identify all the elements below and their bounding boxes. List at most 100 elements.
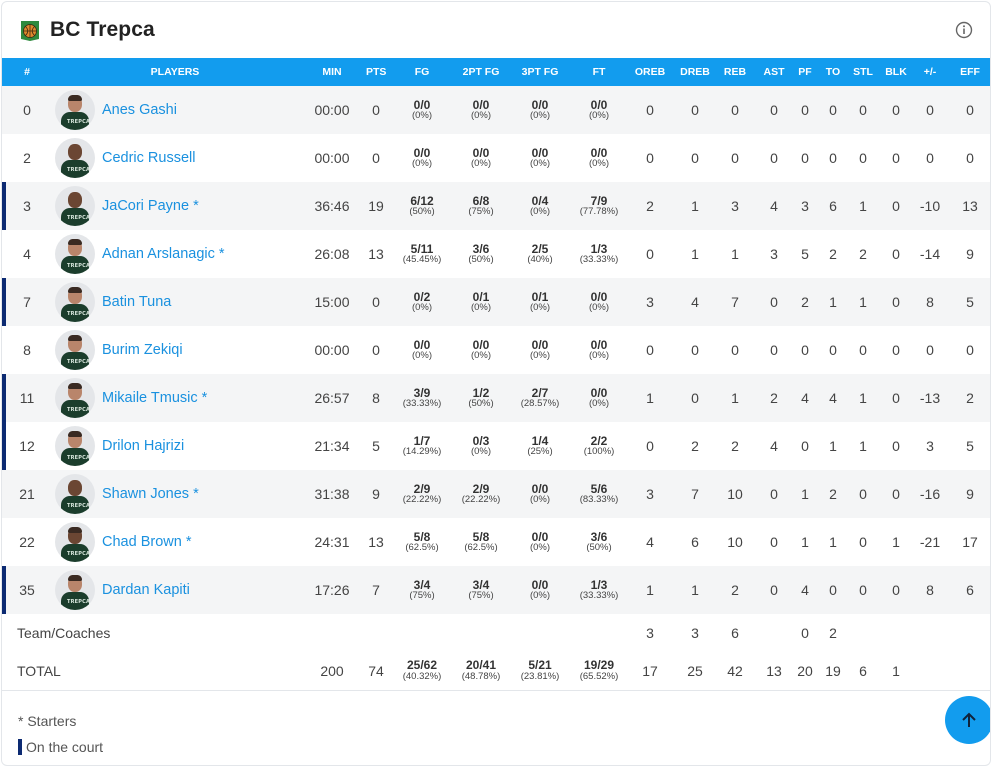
- player-cell: TREPCA Chad Brown *: [52, 518, 298, 566]
- blk: 0: [892, 342, 900, 358]
- oreb: 4: [646, 534, 654, 550]
- ft-pct: (65.52%): [579, 671, 619, 683]
- fg3-made: 0/0: [531, 97, 549, 112]
- fg3: 0/0 (0%): [504, 518, 576, 566]
- player-row: 11 TREPCA Mikaile Tmusic * 26:57 8 3/9 (33.33%…: [2, 374, 990, 422]
- dreb: 7: [691, 486, 699, 502]
- player-cell: TREPCA Anes Gashi: [52, 86, 298, 134]
- stl: 0: [859, 342, 867, 358]
- stl: 6: [859, 662, 867, 679]
- ft: 5/6 (83.33%): [576, 470, 622, 518]
- points: 0: [372, 342, 380, 358]
- ast: 0: [770, 294, 778, 310]
- reb: 2: [731, 438, 739, 454]
- fg-pct: (50%): [409, 206, 435, 218]
- player-name-link[interactable]: Adnan Arslanagic *: [102, 246, 225, 262]
- column-header-num: #: [24, 66, 30, 78]
- reb: 10: [727, 534, 743, 550]
- eff: 9: [966, 246, 974, 262]
- player-avatar: TREPCA: [55, 282, 95, 322]
- to: 1: [829, 534, 837, 550]
- player-name-link[interactable]: Batin Tuna: [102, 294, 172, 310]
- team-header: BC Trepca: [2, 2, 990, 58]
- fg2-pct: (75%): [468, 590, 494, 602]
- player-name-link[interactable]: Cedric Russell: [102, 150, 196, 166]
- ast: 4: [770, 438, 778, 454]
- fg-made: 1/7: [413, 433, 431, 448]
- minutes: 17:26: [314, 582, 350, 598]
- player-name-link[interactable]: Burim Zekiqi: [102, 342, 183, 358]
- player-name-link[interactable]: Shawn Jones *: [102, 486, 199, 502]
- info-icon[interactable]: [955, 21, 973, 39]
- minutes: 31:38: [314, 486, 350, 502]
- player-avatar: TREPCA: [55, 570, 95, 610]
- oreb: 0: [646, 150, 654, 166]
- player-avatar: TREPCA: [55, 474, 95, 514]
- eff: 0: [966, 342, 974, 358]
- fg2-made: 1/2: [472, 385, 490, 400]
- ft-pct: (33.33%): [579, 590, 619, 602]
- fg2: 3/4 (75%): [458, 566, 504, 614]
- player-name-link[interactable]: JaCori Payne *: [102, 198, 199, 214]
- player-name-link[interactable]: Chad Brown *: [102, 534, 192, 550]
- reb: 0: [731, 102, 739, 118]
- fg3-pct: (40%): [527, 254, 553, 266]
- ft: 0/0 (0%): [576, 278, 622, 326]
- points: 9: [372, 486, 380, 502]
- fg3-pct: (0%): [529, 350, 551, 362]
- fg2-made: 0/0: [472, 337, 490, 352]
- stl: [846, 614, 880, 652]
- to: 1: [829, 294, 837, 310]
- column-header-pf: PF: [798, 66, 812, 78]
- player-cell: TREPCA Drilon Hajrizi: [52, 422, 298, 470]
- ft: 0/0 (0%): [576, 86, 622, 134]
- scroll-to-top-button[interactable]: [945, 696, 990, 744]
- legend-starters: * Starters: [18, 713, 77, 729]
- ft-pct: (77.78%): [579, 206, 619, 218]
- dreb: 1: [691, 198, 699, 214]
- player-number: 8: [23, 342, 31, 358]
- to: 1: [829, 438, 837, 454]
- blk: 0: [892, 486, 900, 502]
- blk: [880, 614, 912, 652]
- ft-pct: (33.33%): [579, 254, 619, 266]
- player-row: 3 TREPCA JaCori Payne * 36:46 19 6/12 (50%) 6/8…: [2, 182, 990, 230]
- dreb: 6: [691, 534, 699, 550]
- fg2: 0/3 (0%): [458, 422, 504, 470]
- to: 2: [829, 246, 837, 262]
- player-avatar: TREPCA: [55, 378, 95, 418]
- fg: 1/7 (14.29%): [386, 422, 458, 470]
- stl: 0: [859, 486, 867, 502]
- fg-made: 0/2: [413, 289, 431, 304]
- player-name-link[interactable]: Drilon Hajrizi: [102, 438, 185, 454]
- ft-pct: (0%): [588, 110, 610, 122]
- player-name-link[interactable]: Anes Gashi: [102, 102, 177, 118]
- to: 4: [829, 390, 837, 406]
- ast: [758, 614, 790, 652]
- points: 0: [372, 150, 380, 166]
- fg: 6/12 (50%): [386, 182, 458, 230]
- player-number: 21: [19, 486, 35, 502]
- player-cell: TREPCA JaCori Payne *: [52, 182, 298, 230]
- player-name-link[interactable]: Dardan Kapiti: [102, 582, 190, 598]
- pf: 2: [801, 294, 809, 310]
- player-name-link[interactable]: Mikaile Tmusic *: [102, 390, 208, 406]
- to: 0: [829, 582, 837, 598]
- stl: 0: [859, 150, 867, 166]
- fg2-pct: (48.78%): [461, 671, 501, 683]
- oreb: 2: [646, 198, 654, 214]
- player-avatar: TREPCA: [55, 234, 95, 274]
- fg-made: 2/9: [413, 481, 431, 496]
- fg-made: 25/62: [406, 658, 438, 673]
- player-cell: TREPCA Cedric Russell: [52, 134, 298, 182]
- player-row: 7 TREPCA Batin Tuna 15:00 0 0/2 (0%) 0/1 (0%) 0/1…: [2, 278, 990, 326]
- fg3: 0/0 (0%): [504, 566, 576, 614]
- pf: 3: [801, 198, 809, 214]
- fg2-pct: (62.5%): [464, 542, 498, 554]
- minutes: 00:00: [314, 102, 350, 118]
- player-avatar: TREPCA: [55, 330, 95, 370]
- eff: 5: [966, 294, 974, 310]
- fg: 0/2 (0%): [386, 278, 458, 326]
- oreb: 3: [646, 486, 654, 502]
